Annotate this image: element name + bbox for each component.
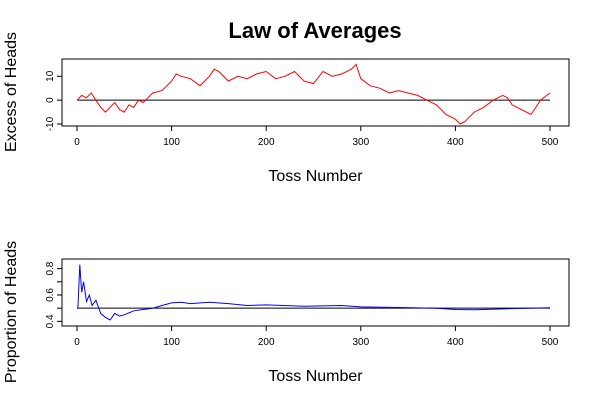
y-axis-label: Excess of Heads <box>3 32 20 152</box>
x-tick-label: 300 <box>352 337 369 348</box>
x-tick-label: 0 <box>74 337 80 348</box>
x-tick-label: 200 <box>258 137 275 148</box>
series-line <box>76 63 551 125</box>
x-axis-label: Toss Number <box>268 368 363 385</box>
y-axis-label: Proportion of Heads <box>3 241 20 383</box>
plot-frame <box>61 258 570 327</box>
y-tick-label: 0.6 <box>45 288 56 302</box>
y-tick-label: 0 <box>45 97 56 103</box>
excess-of-heads-chart: 0 100 200 300 400 500 -10 0 10 Toss Number Excess … <box>3 32 570 185</box>
x-tick-label: 400 <box>447 337 464 348</box>
x-tick-label: 500 <box>542 137 559 148</box>
x-tick-label: 400 <box>447 137 464 148</box>
x-tick-label: 0 <box>74 137 80 148</box>
figure-title: Law of Averages <box>228 18 401 43</box>
proportion-of-heads-chart: 0 100 200 300 400 500 0.4 0.6 0.8 Toss Number Prop… <box>3 241 570 385</box>
plot-frame <box>61 58 570 127</box>
y-tick-label: 0.4 <box>45 314 56 328</box>
series-line <box>77 264 551 321</box>
x-tick-label: 100 <box>163 137 180 148</box>
y-tick-label: 0.8 <box>45 261 56 275</box>
x-tick-label: 200 <box>258 337 275 348</box>
x-tick-label: 300 <box>352 137 369 148</box>
y-tick-label: 10 <box>45 70 56 82</box>
y-tick-label: -10 <box>45 116 56 131</box>
x-tick-label: 500 <box>542 337 559 348</box>
x-axis-label: Toss Number <box>268 168 363 185</box>
x-tick-label: 100 <box>163 337 180 348</box>
